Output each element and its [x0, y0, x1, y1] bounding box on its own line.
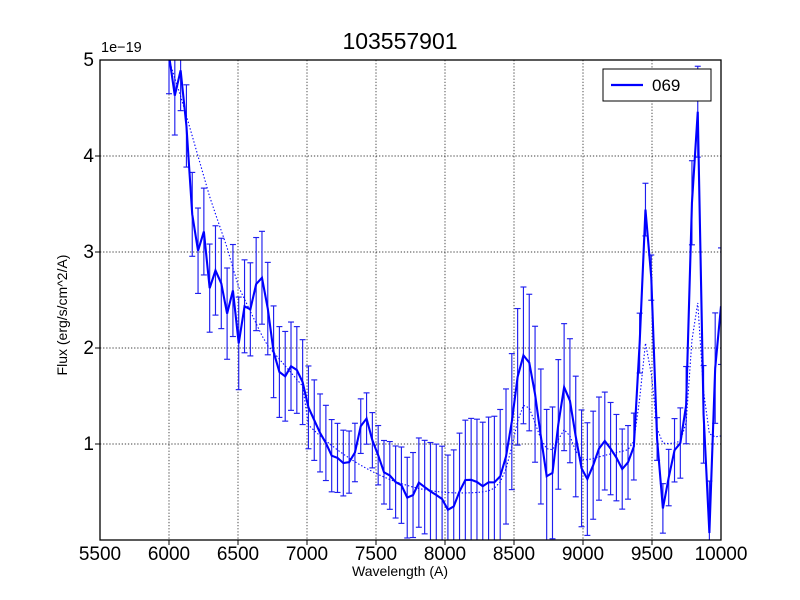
svg-text:069: 069	[652, 76, 680, 95]
